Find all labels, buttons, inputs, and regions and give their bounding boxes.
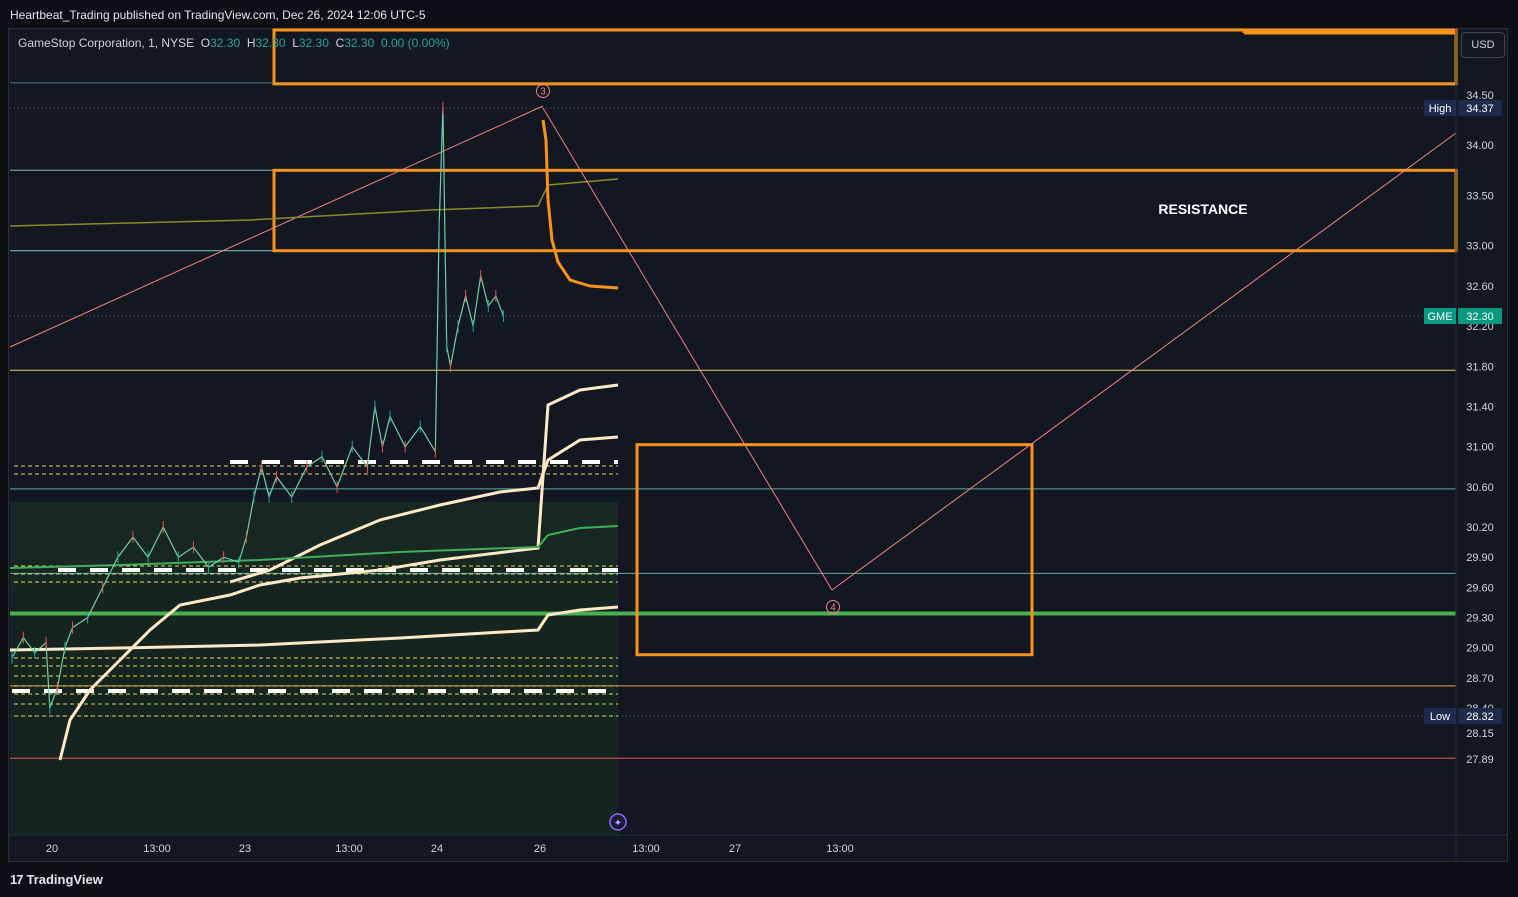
price-axis-tick: 28.15 — [1466, 728, 1494, 740]
price-axis-tick: 32.20 — [1466, 321, 1494, 333]
olive-average-line — [9, 178, 619, 227]
close-value: 32.30 — [344, 36, 375, 50]
price-tag-value: 32.30 — [1466, 311, 1494, 323]
time-marker-glyph: ✦ — [614, 818, 622, 829]
wave-label-circle — [826, 600, 840, 614]
vwap-band-line — [58, 383, 619, 761]
price-tag-label: Low — [1430, 711, 1450, 723]
time-axis-tick: 26 — [534, 843, 546, 855]
price-axis-tick: 29.60 — [1466, 582, 1494, 594]
price-tag-label: GME — [1427, 311, 1452, 323]
vwap-band-line — [9, 605, 619, 652]
resistance-zone-box[interactable] — [272, 168, 1458, 253]
time-axis-tick: 23 — [239, 843, 251, 855]
price-tag-label-bg — [1424, 308, 1456, 325]
time-axis-tick: 20 — [46, 843, 58, 855]
trendline-left[interactable] — [9, 105, 544, 348]
price-axis-tick: 33.00 — [1466, 241, 1494, 253]
price-axis-tick: 30.20 — [1466, 522, 1494, 534]
price-tag-value-bg — [1458, 708, 1502, 725]
high-value: 32.30 — [255, 36, 286, 50]
price-axis-tick: 34.50 — [1466, 90, 1494, 102]
price-axis-tick: 32.60 — [1466, 281, 1494, 293]
low-value: 32.30 — [298, 36, 329, 50]
price-axis-tick: 27.89 — [1466, 754, 1494, 766]
price-axis-tick: 33.50 — [1466, 190, 1494, 202]
price-tag-value-bg — [1458, 308, 1502, 325]
publisher-header: Heartbeat_Trading published on TradingVi… — [10, 8, 426, 22]
change-value: 0.00 (0.00%) — [380, 36, 450, 50]
price-tag-value-bg — [1458, 100, 1502, 116]
price-axis-tick: 28.70 — [1466, 673, 1494, 685]
price-axis-tick: 31.00 — [1466, 442, 1494, 454]
projection-down-line[interactable] — [542, 107, 833, 591]
wave-label-text: 4 — [830, 603, 836, 614]
time-axis-tick: 13:00 — [632, 843, 660, 855]
tradingview-logo[interactable]: 17 TradingView — [10, 872, 103, 887]
price-tag-value: 34.37 — [1466, 103, 1494, 115]
symbol-legend: GameStop Corporation, 1, NYSE O32.30 H32… — [18, 36, 450, 50]
price-axis-tick: 29.00 — [1466, 643, 1494, 655]
tradingview-logo-icon: 17 — [10, 872, 24, 887]
green-average-line — [9, 525, 619, 569]
price-axis-tick: 31.40 — [1466, 401, 1494, 413]
time-marker-icon[interactable] — [609, 813, 627, 831]
price-axis-tick: 31.80 — [1466, 361, 1494, 373]
price-axis-tick: 34.00 — [1466, 140, 1494, 152]
open-label: O — [200, 36, 211, 50]
resistance-label: RESISTANCE — [1158, 201, 1247, 217]
price-tag-label-bg — [1424, 100, 1456, 116]
symbol-name: GameStop Corporation, 1, NYSE — [18, 36, 195, 50]
price-axis-tick: 29.30 — [1466, 613, 1494, 625]
tradingview-logo-text: TradingView — [26, 872, 103, 887]
currency-button[interactable]: USD — [1461, 32, 1505, 58]
time-axis-tick: 13:00 — [826, 843, 854, 855]
wave-label-text: 3 — [540, 87, 546, 98]
close-label: C — [335, 36, 345, 50]
price-tag-label: High — [1429, 103, 1452, 115]
wave-label-circle — [536, 84, 550, 98]
price-axis-tick: 29.90 — [1466, 552, 1494, 564]
low-label: L — [292, 36, 299, 50]
projection-up-line[interactable] — [831, 132, 1457, 591]
shaded-area — [10, 585, 618, 835]
orange-decay-curve — [541, 119, 619, 290]
time-axis-tick: 13:00 — [335, 843, 363, 855]
time-axis-tick: 27 — [729, 843, 741, 855]
time-axis-tick: 24 — [431, 843, 443, 855]
time-axis-tick: 13:00 — [143, 843, 171, 855]
price-axis-tick: 30.60 — [1466, 482, 1494, 494]
high-label: H — [246, 36, 256, 50]
price-tag-label-bg — [1424, 708, 1456, 725]
top-resistance-box[interactable] — [272, 28, 1458, 86]
price-tag-value: 28.32 — [1466, 711, 1494, 723]
target-zone-box[interactable] — [635, 443, 1034, 657]
open-value: 32.30 — [210, 36, 241, 50]
